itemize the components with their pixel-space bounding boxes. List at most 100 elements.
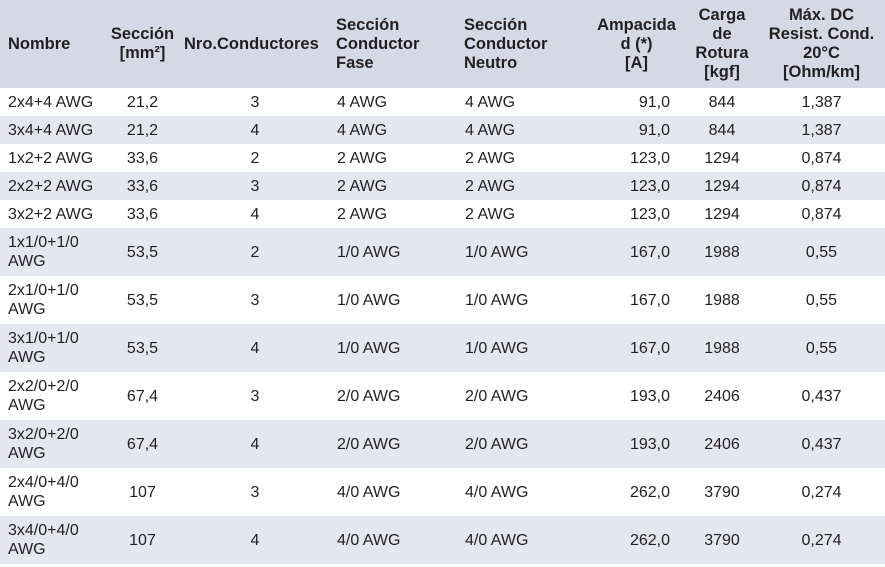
cell-nombre: 2x1/0+1/0 AWG [0, 276, 105, 324]
cell-fase: 2 AWG [337, 205, 388, 223]
header-neutro: Sección Conductor Neutro [458, 0, 587, 88]
cell-resistencia: 0,274 [801, 483, 842, 501]
cell-carga: 3790 [686, 516, 758, 564]
cell-neutro: 2 AWG [458, 172, 587, 200]
table-row: 3x4+4 AWG 21,2 4 4 AWG 4 AWG 91,0 844 1,… [0, 116, 885, 144]
cell-resistencia: 0,874 [801, 149, 842, 167]
cell-seccion: 21,2 [105, 116, 180, 144]
cell-nombre: 1x2+2 AWG [0, 144, 105, 172]
header-resistencia: Máx. DC Resist. Cond. 20°C [Ohm/km] [758, 0, 885, 88]
cell-conductores: 3 [250, 291, 260, 309]
header-nombre: Nombre [0, 0, 105, 88]
cell-neutro: 4/0 AWG [458, 516, 587, 564]
cell-fase: 1/0 AWG [330, 228, 458, 276]
cell-neutro: 1/0 AWG [458, 324, 587, 372]
cell-fase: 1/0 AWG [330, 324, 458, 372]
cell-carga: 1294 [704, 149, 740, 167]
header-seccion-line2: [mm²] [119, 44, 166, 62]
cell-seccion: 107 [129, 483, 156, 501]
cell-nombre-line1: 3x2/0+2/0 [8, 426, 79, 443]
cell-nombre-line1: 3x4+4 AWG [8, 121, 94, 139]
cell-resistencia: 0,437 [758, 420, 885, 468]
cell-neutro: 4 AWG [458, 116, 587, 144]
cell-fase: 1/0 AWG [337, 291, 401, 309]
cell-nombre-line1: 2x1/0+1/0 [8, 282, 79, 299]
cell-seccion: 53,5 [105, 228, 180, 276]
header-resistencia-line1: Máx. DC [788, 6, 855, 24]
table-row: 2x4/0+4/0 AWG 107 3 4/0 AWG 4/0 AWG 262,0… [0, 468, 885, 516]
cell-resistencia: 0,274 [758, 516, 885, 564]
cell-fase: 2 AWG [337, 149, 388, 167]
cell-resistencia: 0,55 [758, 324, 885, 372]
cell-ampacidad: 167,0 [587, 228, 686, 276]
header-carga-line2: de [712, 25, 732, 43]
cell-ampacidad: 123,0 [629, 205, 670, 223]
table-row: 2x2+2 AWG 33,6 3 2 AWG 2 AWG 123,0 1294 … [0, 172, 885, 200]
cell-ampacidad: 91,0 [587, 116, 686, 144]
cell-nombre: 1x1/0+1/0 AWG [0, 228, 105, 276]
cell-nombre: 3x4+4 AWG [0, 116, 105, 144]
table-row: 3x1/0+1/0 AWG 53,5 4 1/0 AWG 1/0 AWG 167,… [0, 324, 885, 372]
header-ampacidad-line1: Ampacida [597, 15, 676, 34]
table-header: Nombre Sección [mm²] Nro.Conductores Sec… [0, 0, 885, 88]
cell-neutro: 2/0 AWG [458, 420, 587, 468]
cell-ampacidad: 262,0 [629, 483, 670, 501]
table-body: 2x4+4 AWG 21,2 3 4 AWG 4 AWG 91,0 844 1,… [0, 88, 885, 564]
cell-resistencia: 0,874 [758, 172, 885, 200]
header-nombre-text: Nombre [8, 34, 71, 53]
cell-nombre-line2: AWG [8, 349, 46, 366]
cell-carga: 844 [686, 116, 758, 144]
header-carga-line3: Rotura [695, 44, 749, 62]
header-conductores: Nro.Conductores [180, 0, 330, 88]
cell-nombre: 2x2+2 AWG [0, 172, 105, 200]
cell-resistencia: 0,55 [758, 228, 885, 276]
header-neutro-line3: Neutro [464, 53, 518, 72]
cell-carga: 3790 [704, 483, 740, 501]
cell-ampacidad: 193,0 [629, 387, 670, 405]
header-seccion: Sección [mm²] [105, 0, 180, 88]
cell-nombre: 3x2/0+2/0 AWG [0, 420, 105, 468]
cell-fase: 2/0 AWG [337, 387, 401, 405]
header-carga: Carga de Rotura [kgf] [686, 0, 758, 88]
cell-conductores: 3 [250, 387, 260, 405]
cell-conductores: 4 [180, 516, 330, 564]
cell-resistencia: 1,387 [758, 116, 885, 144]
cell-carga: 1988 [686, 228, 758, 276]
cell-resistencia: 0,437 [801, 387, 842, 405]
cell-ampacidad: 123,0 [587, 172, 686, 200]
header-fase: Sección Conductor Fase [330, 0, 458, 88]
cell-nombre-line2: AWG [8, 397, 46, 414]
table-row: 3x2/0+2/0 AWG 67,4 4 2/0 AWG 2/0 AWG 193,… [0, 420, 885, 468]
cell-conductores: 4 [250, 205, 260, 223]
cell-neutro: 2 AWG [465, 205, 516, 223]
table-row: 1x1/0+1/0 AWG 53,5 2 1/0 AWG 1/0 AWG 167,… [0, 228, 885, 276]
cell-conductores: 3 [250, 93, 260, 111]
cell-nombre-line2: AWG [8, 493, 46, 510]
cell-ampacidad: 193,0 [587, 420, 686, 468]
header-fase-line3: Fase [336, 53, 374, 72]
cell-resistencia: 0,874 [801, 205, 842, 223]
cell-carga: 2406 [686, 420, 758, 468]
header-resistencia-line3: 20°C [803, 44, 840, 62]
header-carga-line4: [kgf] [704, 63, 740, 81]
cell-nombre-line1: 1x1/0+1/0 [8, 234, 79, 251]
cell-seccion: 53,5 [126, 291, 159, 309]
cell-nombre: 2x4/0+4/0 AWG [0, 468, 105, 516]
cell-nombre: 3x4/0+4/0 AWG [0, 516, 105, 564]
cell-resistencia: 1,387 [801, 93, 842, 111]
header-carga-line1: Carga [698, 6, 746, 24]
cell-fase: 4/0 AWG [330, 516, 458, 564]
cell-nombre-line1: 1x2+2 AWG [8, 149, 94, 167]
cell-nombre-line1: 3x2+2 AWG [8, 205, 94, 223]
header-neutro-line1: Sección [464, 15, 528, 34]
cell-seccion: 107 [105, 516, 180, 564]
header-ampacidad-line2: d (*) [620, 34, 653, 53]
cell-seccion: 33,6 [126, 205, 159, 223]
cell-nombre: 3x2+2 AWG [0, 200, 105, 228]
cell-nombre: 2x2/0+2/0 AWG [0, 372, 105, 420]
cell-carga: 1294 [704, 205, 740, 223]
cell-conductores: 2 [180, 228, 330, 276]
cell-fase: 4 AWG [330, 116, 458, 144]
cell-neutro: 4 AWG [465, 93, 516, 111]
